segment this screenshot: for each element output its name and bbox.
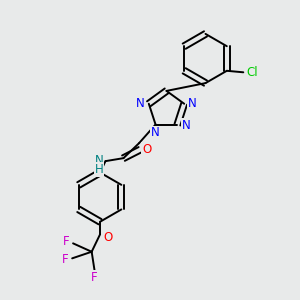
Text: F: F — [63, 235, 70, 248]
Text: N: N — [136, 97, 145, 110]
Text: O: O — [142, 142, 151, 156]
Text: N: N — [188, 97, 197, 110]
Text: O: O — [103, 231, 112, 244]
Text: H: H — [94, 163, 103, 176]
Text: N: N — [151, 126, 160, 140]
Text: N: N — [94, 154, 103, 167]
Text: N: N — [182, 118, 190, 132]
Text: F: F — [92, 271, 98, 284]
Text: F: F — [62, 253, 69, 266]
Text: Cl: Cl — [246, 66, 257, 79]
